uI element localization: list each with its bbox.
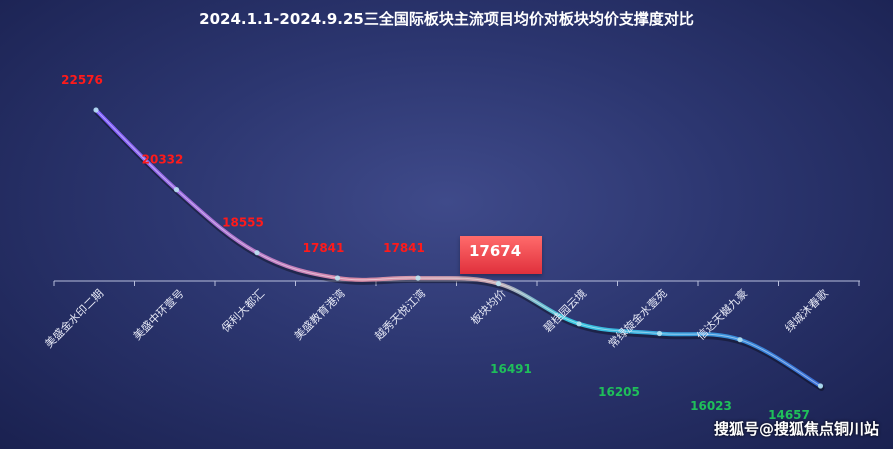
data-point <box>495 281 502 287</box>
chart-title: 2024.1.1-2024.9.25三全国际板块主流项目均价对板块均价支撑度对比 <box>199 10 694 28</box>
data-point <box>576 321 582 327</box>
x-tick-label: 美盛金水印二期 <box>42 286 106 350</box>
data-label: 20332 <box>142 153 184 167</box>
highlight-value-box: 17674 <box>460 236 542 274</box>
data-point <box>415 275 421 281</box>
x-tick-label: 绿城沐春歌 <box>782 286 831 335</box>
x-tick-label: 美盛教育港湾 <box>291 286 348 343</box>
data-point <box>173 187 180 193</box>
data-label: 17841 <box>383 241 425 255</box>
data-point <box>334 275 341 281</box>
series-line-highlight <box>95 109 821 387</box>
series-line <box>94 108 823 388</box>
data-point <box>656 330 663 337</box>
data-label: 14657 <box>768 408 810 422</box>
data-label: 22576 <box>61 73 103 87</box>
data-label: 16491 <box>490 362 532 376</box>
x-tick-label: 常绿旋金水壹苑 <box>605 286 669 350</box>
watermark: 搜狐号@搜狐焦点铜川站 <box>713 420 879 438</box>
x-tick-label: 越秀天悦江湾 <box>372 286 429 343</box>
data-label: 16205 <box>598 385 640 399</box>
x-tick-label: 美盛中环壹号 <box>130 286 187 343</box>
data-label: 18555 <box>222 216 264 230</box>
data-point <box>93 107 99 113</box>
data-label: 17841 <box>303 241 345 255</box>
data-label: 16023 <box>690 399 732 413</box>
data-point <box>817 383 824 389</box>
data-point <box>737 337 743 343</box>
x-tick-label: 板块均价 <box>468 286 509 327</box>
data-point <box>254 250 260 256</box>
x-tick-label: 保利大都汇 <box>218 286 267 335</box>
